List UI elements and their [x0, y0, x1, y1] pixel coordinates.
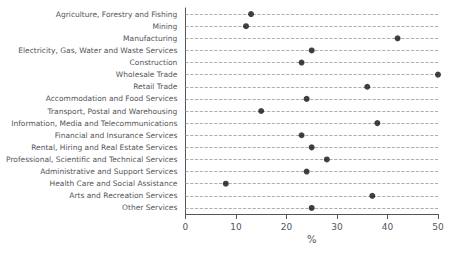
svg-text:10: 10 — [230, 222, 242, 232]
svg-text:Arts and Recreation Services: Arts and Recreation Services — [69, 191, 177, 200]
svg-text:%: % — [307, 234, 317, 245]
svg-text:Information, Media and Telecom: Information, Media and Telecommunication… — [11, 119, 177, 128]
svg-text:Mining: Mining — [152, 22, 177, 31]
svg-text:Health Care and Social Assista: Health Care and Social Assistance — [50, 179, 178, 188]
svg-text:Retail Trade: Retail Trade — [133, 82, 177, 91]
svg-text:Financial and Insurance Servic: Financial and Insurance Services — [55, 131, 178, 140]
svg-text:40: 40 — [382, 222, 394, 232]
svg-text:Electricity, Gas, Water and Wa: Electricity, Gas, Water and Waste Servic… — [18, 46, 177, 55]
svg-text:50: 50 — [432, 222, 444, 232]
svg-text:Transport, Postal and Warehous: Transport, Postal and Warehousing — [46, 107, 177, 116]
svg-text:20: 20 — [281, 222, 293, 232]
svg-text:Accommodation and Food Service: Accommodation and Food Services — [46, 94, 178, 103]
svg-text:Agriculture, Forestry and Fish: Agriculture, Forestry and Fishing — [56, 10, 178, 19]
svg-text:Wholesale Trade: Wholesale Trade — [116, 70, 178, 79]
svg-text:Rental, Hiring and Real Estate: Rental, Hiring and Real Estate Services — [31, 143, 177, 152]
svg-text:30: 30 — [331, 222, 343, 232]
svg-text:Other Services: Other Services — [122, 203, 177, 212]
svg-text:Manufacturing: Manufacturing — [123, 34, 178, 43]
svg-text:Administrative and Support Ser: Administrative and Support Services — [40, 167, 177, 176]
svg-text:0: 0 — [183, 222, 189, 232]
svg-text:Construction: Construction — [130, 58, 178, 67]
svg-text:Professional, Scientific and T: Professional, Scientific and Technical S… — [6, 155, 177, 164]
